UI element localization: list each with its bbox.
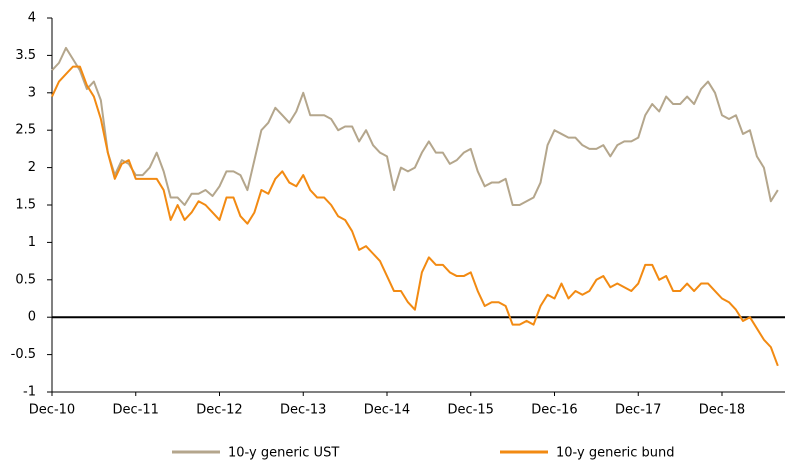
- y-tick-label: 0.5: [15, 272, 36, 287]
- x-tick-label: Dec-10: [29, 403, 75, 418]
- y-tick-label: -0.5: [11, 347, 36, 362]
- y-tick-label: 3: [28, 85, 36, 100]
- x-tick-label: Dec-12: [196, 403, 242, 418]
- series-line: [51, 46, 779, 206]
- x-tick-label: Dec-11: [113, 403, 159, 418]
- x-tick-label: Dec-13: [280, 403, 326, 418]
- y-tick-label: 1.5: [15, 198, 36, 213]
- y-tick-label: 2: [28, 160, 36, 175]
- series-line: [51, 65, 779, 367]
- legend-label: 10-y generic bund: [556, 446, 675, 461]
- y-tick-label: 3.5: [15, 48, 36, 63]
- x-tick-label: Dec-16: [531, 403, 577, 418]
- legend-label: 10-y generic UST: [228, 446, 339, 461]
- y-tick-label: -1: [23, 385, 36, 400]
- y-tick-label: 4: [28, 11, 36, 26]
- y-tick-label: 0: [28, 310, 36, 325]
- y-tick-label: 1: [28, 235, 36, 250]
- x-tick-label: Dec-14: [364, 403, 410, 418]
- y-tick-label: 2.5: [15, 123, 36, 138]
- x-tick-label: Dec-18: [699, 403, 745, 418]
- x-tick-label: Dec-17: [615, 403, 661, 418]
- x-tick-label: Dec-15: [448, 403, 494, 418]
